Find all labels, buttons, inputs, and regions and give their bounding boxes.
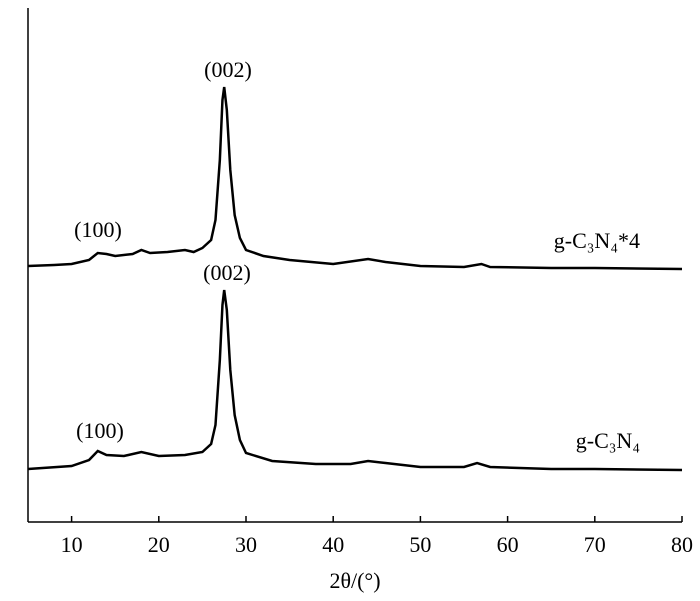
- series-label: g-C₃N₄: [576, 428, 640, 453]
- line-series: [27, 289, 683, 472]
- x-tick-label: 30: [235, 532, 257, 557]
- annotation: (002): [203, 260, 251, 285]
- annotation: (100): [76, 418, 124, 443]
- x-axis-label: 2θ/(°): [329, 568, 380, 593]
- x-tick-label: 80: [671, 532, 693, 557]
- x-tick-label: 40: [322, 532, 344, 557]
- annotation: (100): [74, 217, 122, 242]
- line-series: [27, 86, 683, 271]
- x-tick-label: 60: [497, 532, 519, 557]
- annotation: (002): [204, 57, 252, 82]
- x-tick-label: 70: [584, 532, 606, 557]
- x-tick-label: 20: [148, 532, 170, 557]
- series-label: g-C₃N₄*4: [554, 228, 640, 253]
- x-tick-label: 50: [409, 532, 431, 557]
- x-tick-label: 10: [61, 532, 83, 557]
